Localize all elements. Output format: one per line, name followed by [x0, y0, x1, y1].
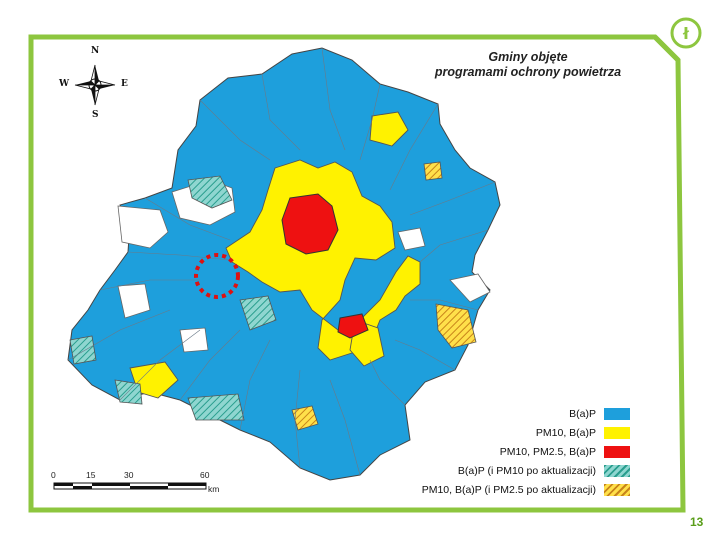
legend-item-bap: B(a)P: [569, 406, 630, 422]
map-title-line2: programami ochrony powietrza: [434, 65, 622, 79]
legend-item-bap-hatched: B(a)P (i PM10 po aktualizacji): [458, 463, 630, 479]
region-pm25-lodz: [281, 193, 339, 255]
scale-bar: [53, 482, 207, 490]
region-uncovered-ne: [397, 227, 426, 251]
region-pm10-central: [225, 159, 421, 361]
region-hatch-pm25-1: [435, 303, 477, 349]
compass-east-label: E: [121, 79, 128, 89]
map-title: Gminy objęte programami ochrony powietrz…: [418, 50, 638, 80]
legend-swatch-bap: [604, 408, 630, 420]
frame-border: [28, 34, 686, 513]
region-uncovered-c: [179, 327, 209, 353]
compass-south-label: S: [92, 110, 99, 120]
region-hatch-bap-3: [69, 335, 97, 365]
legend-swatch-pm25-hatched: [604, 484, 630, 496]
legend-item-pm25: PM10, PM2.5, B(a)P: [500, 444, 630, 460]
legend-swatch-pm25: [604, 446, 630, 458]
compass-north-label: N: [91, 46, 100, 56]
region-hatch-bap-5: [187, 393, 245, 421]
region-uncovered-sw: [117, 283, 151, 319]
municipality-boundaries: [67, 47, 496, 476]
scale-tick-30: 30: [124, 470, 134, 480]
region-hatch-bap-2: [239, 295, 277, 331]
legend-item-pm25-hatched: PM10, B(a)P (i PM2.5 po aktualizacji): [422, 482, 630, 498]
highlight-circle: [194, 253, 240, 299]
legend-swatch-bap-hatched: [604, 465, 630, 477]
scale-tick-60: 60: [200, 470, 210, 480]
region-pm10-north: [369, 111, 409, 147]
region-hatch-pm25-3: [423, 161, 443, 181]
map-title-line1: Gminy objęte: [488, 50, 568, 64]
region-hatch-bap-4: [114, 379, 143, 405]
scale-unit: km: [208, 484, 220, 494]
scale-tick-15: 15: [86, 470, 96, 480]
compass-west-label: W: [59, 79, 70, 89]
scale-tick-0: 0: [51, 470, 56, 480]
region-hatch-pm25-2: [291, 405, 319, 431]
compass-rose-icon: [74, 64, 116, 106]
lodzkie-logo-icon: ł: [670, 17, 702, 49]
svg-text:ł: ł: [682, 24, 690, 43]
legend-item-pm10: PM10, B(a)P: [536, 425, 630, 441]
region-uncovered-w: [117, 205, 169, 249]
region-pm25-south-east: [337, 313, 369, 339]
region-hatch-bap-1: [187, 175, 233, 209]
region-uncovered-e: [449, 273, 491, 303]
page-number: 13: [690, 515, 704, 529]
legend-swatch-pm10: [604, 427, 630, 439]
